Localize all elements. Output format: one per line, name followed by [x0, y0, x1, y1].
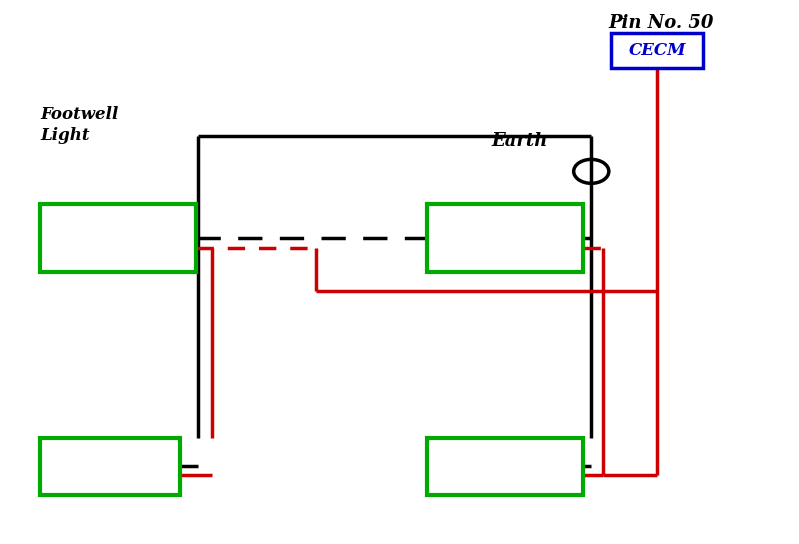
Bar: [427, 438, 583, 495]
Text: Pin No. 50: Pin No. 50: [609, 14, 714, 32]
Text: Footwell
Light: Footwell Light: [40, 106, 118, 144]
Text: Earth: Earth: [491, 132, 547, 150]
Bar: [40, 204, 196, 272]
Bar: [427, 204, 583, 272]
Bar: [611, 33, 703, 68]
Bar: [40, 438, 180, 495]
Text: CECM: CECM: [629, 42, 686, 59]
